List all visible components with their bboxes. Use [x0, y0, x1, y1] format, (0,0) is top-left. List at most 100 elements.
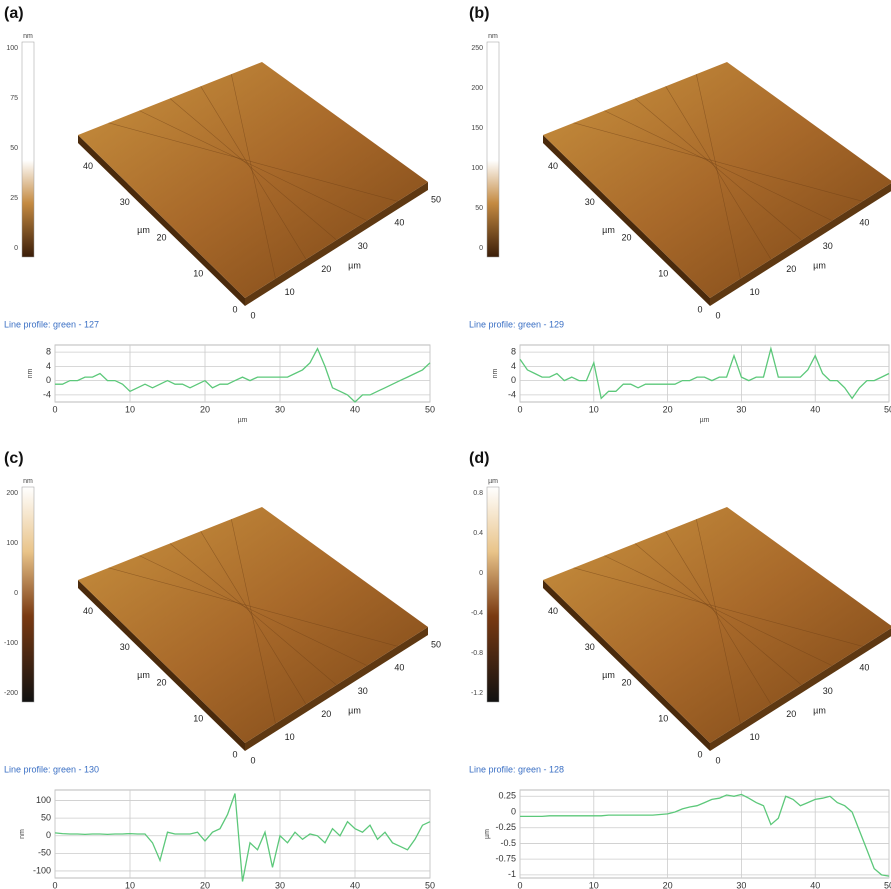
- x-tick-label: 50: [884, 404, 891, 414]
- panel: (a)nm100755025001020304050µm010203040µmL…: [4, 5, 441, 424]
- profile-line: [519, 346, 890, 400]
- y-axis-label: nm: [27, 368, 34, 378]
- surface-side: [245, 627, 428, 751]
- surface-scratch: [231, 74, 276, 279]
- y-tick-label: 4: [46, 361, 51, 371]
- surface-scratch: [231, 519, 276, 724]
- afm-surface: [78, 62, 428, 298]
- surface-x-unit: µm: [348, 260, 361, 270]
- surface-scratch: [573, 122, 863, 202]
- surface-y-tick: 0: [697, 749, 702, 759]
- x-tick-label: 50: [425, 404, 435, 414]
- colorbar-tick-label: -0.4: [471, 610, 483, 617]
- surface-x-tick: 10: [285, 732, 295, 742]
- colorbar-tick-label: 75: [10, 95, 18, 102]
- surface-y-tick: 40: [548, 161, 558, 171]
- x-tick-label: 30: [275, 404, 285, 414]
- surface-y-tick: 30: [585, 197, 595, 207]
- surface-scratch: [696, 519, 741, 724]
- y-tick-label: 0: [46, 375, 51, 385]
- colorbar-tick-label: 50: [475, 205, 483, 212]
- colorbar-tick-label: 100: [6, 540, 18, 547]
- x-tick-label: 10: [125, 404, 135, 414]
- y-tick-label: -0.5: [500, 838, 516, 848]
- plot-frame: [519, 789, 890, 879]
- surface-y-unit: µm: [137, 225, 150, 235]
- surface-scratch: [604, 555, 833, 666]
- panel-label: (b): [469, 5, 489, 22]
- surface-side: [543, 580, 710, 751]
- surface-x-tick: 0: [250, 755, 255, 765]
- y-tick-label: -1: [508, 869, 516, 879]
- surface-y-tick: 40: [83, 606, 93, 616]
- colorbar-unit: µm: [488, 478, 498, 485]
- colorbar: [21, 41, 35, 258]
- surface-side: [710, 628, 891, 751]
- surface-side: [78, 580, 245, 751]
- colorbar-tick-label: -0.8: [471, 650, 483, 657]
- x-tick-label: 30: [736, 880, 746, 889]
- colorbar-unit: nm: [23, 33, 33, 40]
- y-tick-label: -50: [38, 848, 51, 858]
- surface-x-tick: 20: [321, 264, 331, 274]
- colorbar: [486, 486, 500, 703]
- surface-scratch: [200, 86, 307, 260]
- x-tick-label: 50: [884, 880, 891, 889]
- y-tick-label: -100: [33, 865, 51, 875]
- x-tick-label: 10: [125, 880, 135, 889]
- y-tick-label: 0.25: [498, 791, 516, 801]
- x-tick-label: 10: [589, 404, 599, 414]
- profile-line: [54, 793, 431, 882]
- surface-y-tick: 0: [697, 304, 702, 314]
- x-tick-label: 50: [425, 880, 435, 889]
- surface-y-tick: 10: [658, 269, 668, 279]
- surface-scratch: [634, 543, 802, 686]
- surface-x-tick: 20: [786, 264, 796, 274]
- surface-y-unit: µm: [602, 225, 615, 235]
- surface-side: [245, 182, 428, 306]
- profile-line: [55, 347, 431, 403]
- surface-scratch: [200, 531, 307, 705]
- colorbar-tick-label: 50: [10, 145, 18, 152]
- panel: (c)nm2001000-100-20001020304050µm0102030…: [4, 450, 441, 889]
- afm-surface: [543, 62, 891, 298]
- colorbar-tick-label: -1.2: [471, 690, 483, 697]
- panel-label: (d): [469, 450, 489, 467]
- colorbar: [21, 486, 35, 703]
- y-tick-label: -4: [508, 389, 516, 399]
- x-tick-label: 30: [736, 404, 746, 414]
- surface-y-tick: 40: [83, 161, 93, 171]
- x-axis-label: µm: [700, 417, 710, 424]
- plot-frame: [519, 344, 890, 403]
- x-tick-label: 0: [517, 404, 522, 414]
- surface-y-tick: 20: [157, 678, 167, 688]
- afm-surface: [543, 507, 891, 743]
- x-tick-label: 0: [52, 880, 57, 889]
- colorbar-tick-label: 200: [471, 85, 483, 92]
- surface-x-tick: 0: [715, 310, 720, 320]
- surface-scratch: [665, 531, 772, 705]
- surface-side: [710, 183, 891, 306]
- y-tick-label: -0.75: [495, 854, 516, 864]
- x-tick-label: 20: [663, 404, 673, 414]
- colorbar-tick-label: 25: [10, 195, 18, 202]
- y-tick-label: 0: [511, 375, 516, 385]
- surface-y-tick: 40: [548, 606, 558, 616]
- surface-y-tick: 10: [193, 269, 203, 279]
- profile-title: Line profile: green - 127: [4, 319, 99, 329]
- panel: (d) µm 0.8 0.4 0 -0.4 -0.8 -1.2 0 10 20 30 40 50 µm 0 10…: [469, 450, 891, 889]
- surface-x-unit: µm: [348, 705, 361, 715]
- surface-y-tick: 30: [585, 642, 595, 652]
- surface-y-tick: 30: [120, 642, 130, 652]
- surface-x-tick: 0: [715, 755, 720, 765]
- colorbar-tick-label: -100: [4, 640, 18, 647]
- y-tick-label: 8: [511, 347, 516, 357]
- colorbar-tick-label: 0: [14, 590, 18, 597]
- surface-x-tick: 20: [321, 709, 331, 719]
- surface-x-tick: 40: [859, 218, 869, 228]
- profile-title: Line profile: green - 130: [4, 764, 99, 774]
- surface-x-tick: 30: [823, 241, 833, 251]
- colorbar-tick-label: 100: [6, 45, 18, 52]
- surface-y-tick: 20: [622, 678, 632, 688]
- x-tick-label: 10: [589, 880, 599, 889]
